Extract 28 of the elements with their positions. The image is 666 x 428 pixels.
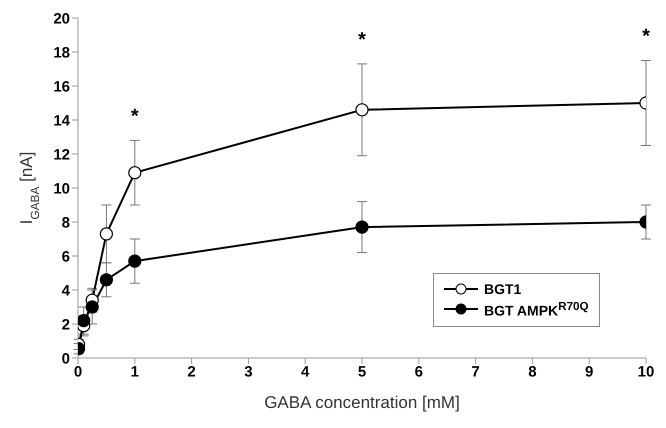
x-tick-label: 3 xyxy=(244,364,253,381)
y-tick-label: 0 xyxy=(62,350,70,368)
y-tick-label: 12 xyxy=(53,146,70,164)
y-tick-label: 8 xyxy=(62,214,70,232)
x-tick-label: 2 xyxy=(187,364,196,381)
annotation: * xyxy=(130,105,139,128)
y-tick-label: 20 xyxy=(53,10,70,28)
x-tick-label: 6 xyxy=(414,364,423,381)
x-tick-label: 5 xyxy=(358,364,366,381)
x-tick-label: 9 xyxy=(585,364,594,381)
y-tick-label: 6 xyxy=(62,248,70,266)
x-tick-label: 8 xyxy=(528,364,537,381)
legend-label: BGT AMPK$^{R70Q}$ xyxy=(484,300,589,319)
legend-label: BGT1 xyxy=(484,281,522,297)
y-tick-label: 16 xyxy=(53,78,70,96)
annotation: * xyxy=(358,28,366,51)
x-tick-label: 7 xyxy=(471,364,480,381)
y-tick-label: 10 xyxy=(53,180,70,198)
x-tick-label: 0 xyxy=(74,364,82,381)
y-tick-label: 4 xyxy=(62,282,71,300)
y-tick-label: 2 xyxy=(62,316,70,334)
x-tick-label: 10 xyxy=(638,364,654,381)
annotation: * xyxy=(642,26,650,48)
y-tick-label: 14 xyxy=(53,112,71,130)
y-tick-label: 18 xyxy=(53,44,70,62)
x-tick-label: 1 xyxy=(130,364,139,381)
x-tick-label: 4 xyxy=(301,364,310,381)
x-axis-title: GABA concentration [mM] xyxy=(264,393,460,412)
